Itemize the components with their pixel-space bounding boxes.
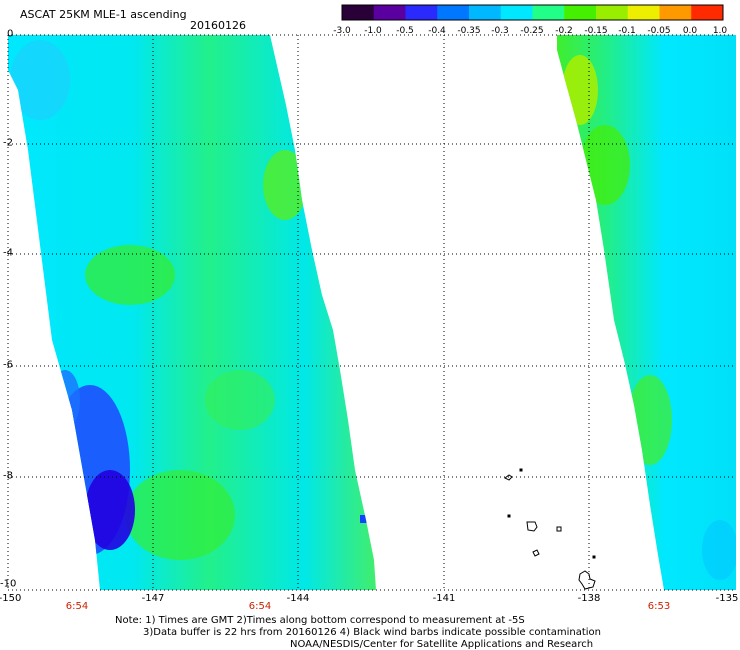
colorbar-tick: -1.0: [364, 26, 382, 36]
lat-label: 0: [7, 28, 14, 40]
colorbar-tick: -0.4: [428, 26, 446, 36]
colorbar-segment: [532, 5, 565, 20]
colorbar-tick: -0.1: [618, 26, 636, 36]
swath-left: [8, 35, 376, 590]
lon-label: -150: [0, 593, 22, 604]
colorbar: [341, 4, 724, 21]
colorbar-tick: 1.0: [712, 26, 728, 36]
colorbar-tick: -0.25: [520, 26, 544, 36]
lon-label: -138: [577, 593, 601, 604]
colorbar-segment: [342, 5, 375, 20]
colorbar-segment: [564, 5, 597, 20]
pass-time: 6:54: [248, 601, 272, 612]
note-line: 3)Data buffer is 22 hrs from 20160126 4)…: [143, 627, 601, 638]
colorbar-segment: [405, 5, 438, 20]
colorbar-tick: -0.05: [647, 26, 671, 36]
colorbar-tick: -0.5: [396, 26, 414, 36]
note-line: Note: 1) Times are GMT 2)Times along bot…: [115, 615, 525, 626]
colorbar-segment: [691, 5, 724, 20]
colorbar-segment: [627, 5, 660, 20]
grid-lines: [7, 34, 736, 591]
lat-label: -6: [3, 359, 13, 371]
swath-right: [557, 35, 736, 590]
lon-label: -147: [141, 593, 165, 604]
colorbar-tick: -3.0: [333, 26, 351, 36]
chart-title: ASCAT 25KM MLE-1 ascending: [20, 8, 187, 21]
colorbar-segment: [469, 5, 502, 20]
note-line: NOAA/NESDIS/Center for Satellite Applica…: [290, 639, 594, 650]
colorbar-segment: [500, 5, 533, 20]
island-outlines: [504, 468, 596, 590]
pass-time: 6:54: [65, 601, 89, 612]
lon-label: -135: [715, 593, 739, 604]
lon-label: -141: [432, 593, 456, 604]
colorbar-tick: 0.0: [682, 26, 698, 36]
lat-label: -4: [3, 247, 13, 259]
colorbar-segment: [659, 5, 692, 20]
colorbar-tick: -0.35: [457, 26, 481, 36]
pass-time: 6:53: [647, 601, 671, 612]
colorbar-segment: [437, 5, 470, 20]
lat-label: -8: [3, 470, 13, 482]
colorbar-tick: -0.2: [555, 26, 573, 36]
lat-label: -10: [0, 578, 17, 590]
colorbar-segment: [373, 5, 406, 20]
lat-label: -2: [3, 137, 13, 149]
colorbar-segment: [596, 5, 629, 20]
lon-label: -144: [286, 593, 310, 604]
chart-date: 20160126: [190, 19, 246, 32]
colorbar-tick: -0.15: [584, 26, 608, 36]
colorbar-tick: -0.3: [491, 26, 509, 36]
